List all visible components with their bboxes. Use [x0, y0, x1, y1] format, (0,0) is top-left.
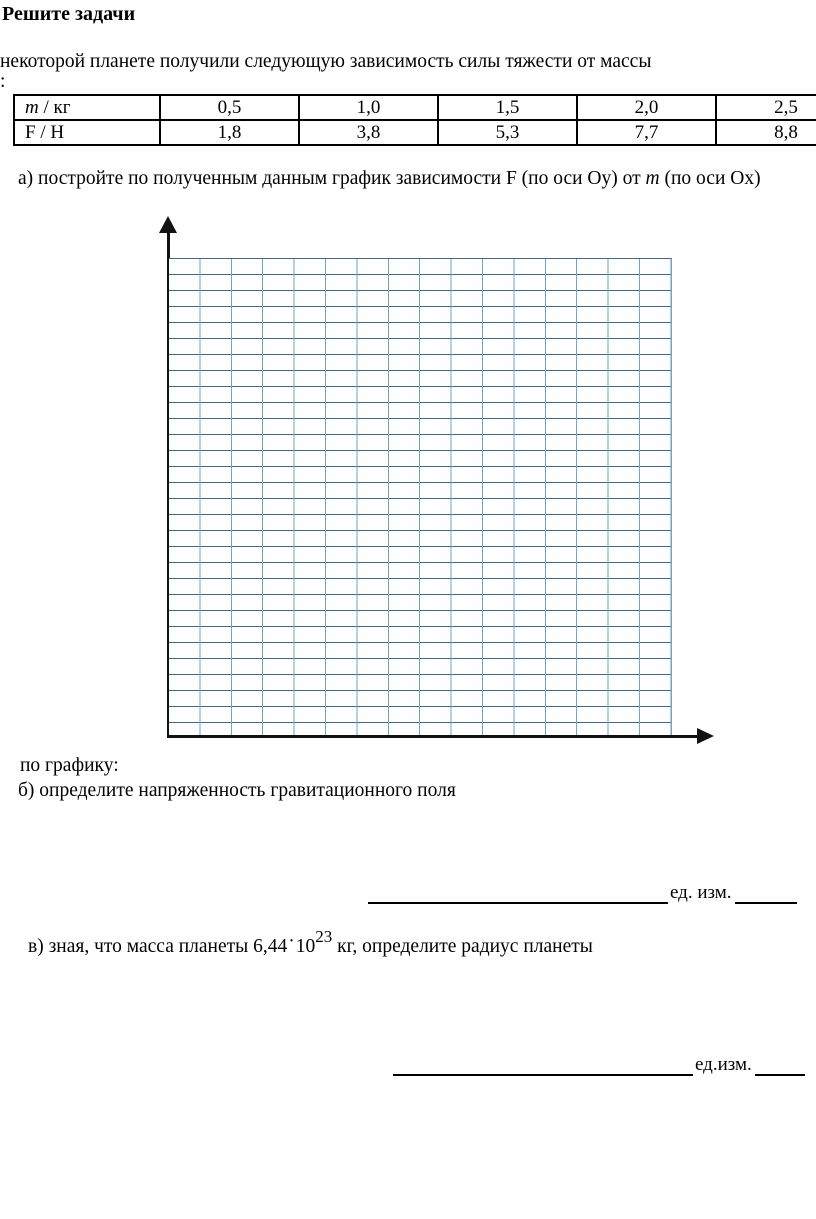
page-title: Решите задачи	[2, 3, 136, 25]
table-cell: 7,7	[576, 119, 717, 146]
y-axis-arrow-icon	[159, 216, 177, 233]
power-base: 10	[295, 936, 316, 957]
task-a-part1: а) постройте по полученным данным график…	[18, 168, 646, 189]
row-header-force: F / Н	[13, 119, 161, 146]
table-cell: 2,5	[715, 94, 816, 121]
task-v-text: в) зная, что масса планеты 6,44·1023 кг,…	[28, 927, 593, 958]
graph-note-text: по графику:	[20, 755, 119, 776]
table-cell: 1,0	[298, 94, 439, 121]
table-cell: 3,8	[298, 119, 439, 146]
intro-text: некоторой планете получили следующую зав…	[0, 51, 652, 72]
task-v-part2: кг, определите радиус планеты	[332, 936, 593, 957]
intro-colon: :	[0, 71, 6, 92]
data-table: m / кг 0,5 1,0 1,5 2,0 2,5 F / Н 1,8 3,8…	[13, 94, 816, 146]
table-row-force: F / Н 1,8 3,8 5,3 7,7 8,8	[13, 119, 816, 146]
mass-symbol: m	[25, 96, 39, 118]
row-header-mass: m / кг	[13, 94, 161, 121]
table-cell: 8,8	[715, 119, 816, 146]
table-cell: 1,8	[159, 119, 300, 146]
task-v-part1: в) зная, что масса планеты 6,44	[28, 936, 288, 957]
answer-blank-line	[393, 1048, 693, 1076]
plot-grid	[169, 258, 672, 738]
task-a-part2: (по оси Ox)	[659, 168, 761, 189]
mass-unit: / кг	[38, 96, 71, 118]
answer-blank-line	[368, 876, 668, 904]
table-row-mass: m / кг 0,5 1,0 1,5 2,0 2,5	[13, 94, 816, 121]
answer-line-b: ед. изм.	[368, 878, 797, 904]
unit-blank-line	[734, 876, 797, 904]
x-axis-arrow-icon	[697, 728, 714, 744]
multiplication-dot: ·	[288, 931, 295, 952]
table-cell: 5,3	[437, 119, 578, 146]
table-cell: 1,5	[437, 94, 578, 121]
task-b-text: б) определите напряженность гравитационн…	[18, 780, 456, 801]
answer-line-v: ед.изм.	[393, 1050, 805, 1076]
task-a-text: а) постройте по полученным данным график…	[18, 168, 761, 190]
table-cell: 2,0	[576, 94, 717, 121]
unit-label: ед.изм.	[695, 1054, 752, 1075]
power-exponent: 23	[315, 927, 333, 946]
table-cell: 0,5	[159, 94, 300, 121]
unit-label: ед. изм.	[670, 882, 732, 903]
x-axis-line	[169, 735, 699, 738]
y-axis-line	[167, 231, 170, 738]
task-a-mass-symbol: m	[645, 168, 660, 189]
unit-blank-line	[754, 1048, 805, 1076]
